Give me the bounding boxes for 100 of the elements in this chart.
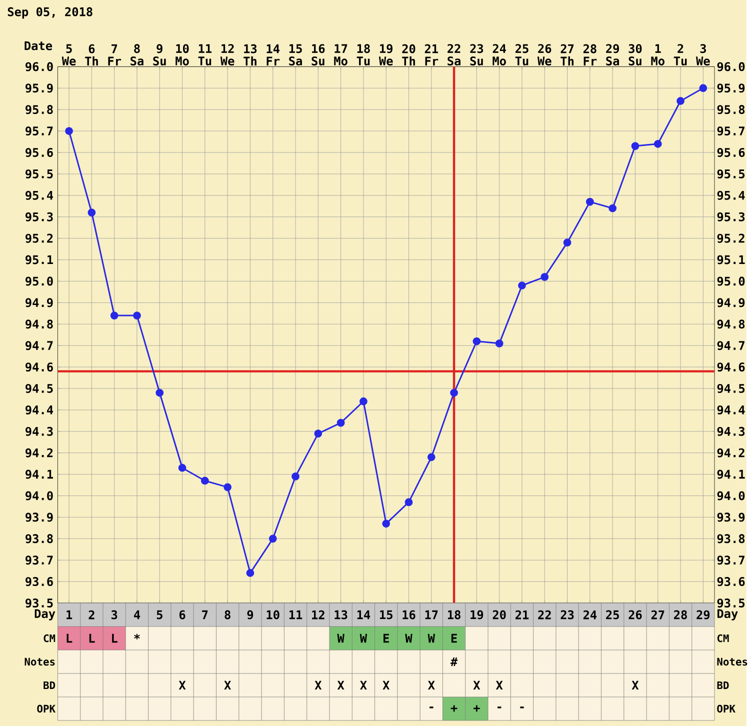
text: + xyxy=(450,705,458,712)
x-tick-label: 29 xyxy=(696,610,710,620)
text: X xyxy=(314,680,322,690)
y2-tick-label: 95.6 xyxy=(717,148,745,157)
y2-tick-label: 94.5 xyxy=(717,384,745,393)
y-tick-label: 94.9 xyxy=(26,298,53,307)
text: - xyxy=(430,706,434,708)
y2-tick-label: 94.0 xyxy=(717,491,745,500)
y-tick-label: 94.4 xyxy=(26,405,54,414)
text: X xyxy=(473,680,480,690)
point xyxy=(382,520,390,528)
x-tick-label: 16 xyxy=(402,610,416,620)
x-tick-label: 22 Sa xyxy=(448,44,460,66)
y2-tick-label: 94.3 xyxy=(717,426,745,436)
y-tick-label: OPK xyxy=(37,704,56,712)
y-tick-label: 95.4 xyxy=(26,190,54,200)
x-tick-label: 14 Fr xyxy=(266,44,280,66)
text: * xyxy=(134,634,140,640)
x-tick-label: 27 xyxy=(651,610,664,619)
x-tick-label: 28 xyxy=(674,610,687,620)
x-tick-label: 2 xyxy=(88,610,94,619)
x-tick-label: 15 Sa xyxy=(289,44,302,66)
text: X xyxy=(428,680,435,690)
x-tick-label: 29 Sa xyxy=(606,44,620,66)
x-tick-label: 30 Su xyxy=(628,44,642,66)
x-tick-label: 15 xyxy=(380,610,392,619)
y2-tick-label: 95.9 xyxy=(717,83,745,92)
point xyxy=(450,388,458,397)
x-tick-label: 19 We xyxy=(378,44,393,66)
y2-tick-label: BD xyxy=(717,681,729,689)
y2-tick-label: 94.9 xyxy=(717,298,745,307)
x-tick-label: 1 xyxy=(66,610,72,619)
text: W xyxy=(337,634,344,642)
point xyxy=(156,388,164,397)
x2-axis-title: Day xyxy=(717,609,738,620)
point xyxy=(133,311,141,320)
text: L xyxy=(66,634,72,642)
x-tick-label: 12 We xyxy=(220,44,234,66)
x-tick-label: 27 Th xyxy=(560,44,574,66)
x-tick-label: 10 xyxy=(266,610,280,620)
x-tick-label: 8 Sa xyxy=(130,44,144,66)
x-tick-label: 25 Tu xyxy=(515,44,528,66)
point xyxy=(518,281,526,290)
text: E xyxy=(451,634,457,642)
point xyxy=(427,453,436,461)
x-tick-label: 17 Mo xyxy=(334,44,348,66)
x-tick-label: 11 xyxy=(289,610,302,619)
x-tick-label: 13 Th xyxy=(244,44,257,66)
x-tick-label: 12 xyxy=(312,610,324,619)
point xyxy=(224,483,232,491)
y-tick-label: 94.2 xyxy=(26,448,53,458)
x-tick-label: 9 Su xyxy=(153,44,166,66)
x-tick-label: 24 xyxy=(583,610,597,619)
text: W xyxy=(405,634,412,642)
text: X xyxy=(360,680,367,690)
point xyxy=(200,476,209,484)
y-tick-label: 93.7 xyxy=(26,555,53,564)
y-tick-label: 94.8 xyxy=(26,319,53,328)
x-tick-label: 7 Fr xyxy=(108,44,122,66)
text: # xyxy=(450,657,458,666)
text: - xyxy=(520,706,524,708)
text: X xyxy=(632,680,639,690)
y-tick-label: 95.3 xyxy=(26,212,53,222)
x-tick-label: 5 xyxy=(156,610,162,619)
x-tick-label: 11 Tu xyxy=(198,44,212,66)
y2-tick-label: 93.7 xyxy=(717,555,744,564)
y2-tick-label: 94.4 xyxy=(717,405,745,414)
text: W xyxy=(360,634,368,642)
text: L xyxy=(112,634,118,642)
y2-tick-label: 94.8 xyxy=(717,319,745,328)
x-tick-label: 28 Fr xyxy=(583,44,597,66)
y2-tick-label: 95.1 xyxy=(717,255,745,264)
point xyxy=(586,198,594,206)
point xyxy=(495,339,504,348)
y2-tick-label: CM xyxy=(717,634,729,642)
x-tick-label: 20 Th xyxy=(402,44,416,66)
y2-tick-label: 94.7 xyxy=(717,340,744,350)
point xyxy=(404,498,413,506)
y-tick-label: CM xyxy=(44,634,56,642)
point xyxy=(65,126,73,135)
x-tick-label: 10 Mo xyxy=(176,44,189,66)
y2-tick-label: 96.0 xyxy=(717,62,745,71)
x-tick-label: 23 xyxy=(560,610,574,620)
x-tick-label: 2 Tu xyxy=(674,44,687,66)
y2-tick-label: 95.7 xyxy=(717,126,744,136)
point xyxy=(268,534,277,542)
point xyxy=(178,464,186,472)
x-tick-label: 25 xyxy=(606,610,619,620)
point xyxy=(88,208,96,216)
x-tick-label: 18 xyxy=(448,610,460,620)
y-tick-label: BD xyxy=(44,681,56,689)
y2-tick-label: 93.8 xyxy=(717,534,745,543)
x-axis-title: Day xyxy=(34,609,56,620)
text: + xyxy=(474,705,480,712)
x-tick-label: 5 We xyxy=(62,44,76,66)
point xyxy=(540,272,549,281)
y-tick-label: 93.8 xyxy=(26,534,53,543)
point xyxy=(292,472,300,480)
point xyxy=(360,397,368,406)
y-tick-label: 94.1 xyxy=(26,470,53,479)
